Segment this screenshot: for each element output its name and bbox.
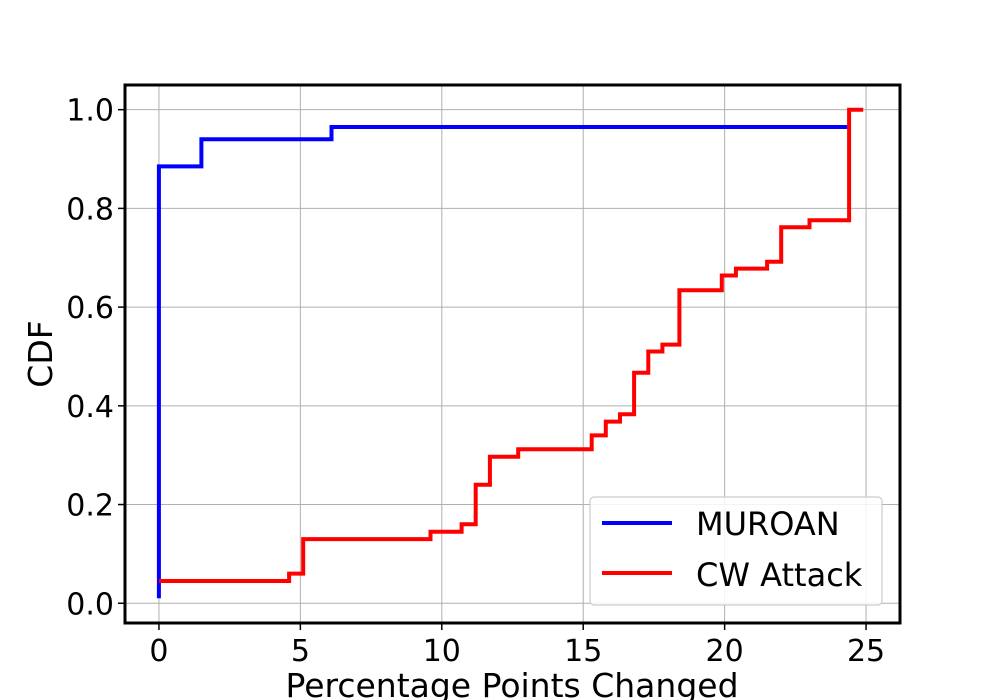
x-tick-label: 20 xyxy=(706,634,744,669)
x-tick-label: 0 xyxy=(149,634,168,669)
x-tick-label: 5 xyxy=(291,634,310,669)
x-axis-label: Percentage Points Changed xyxy=(285,666,738,700)
grid xyxy=(125,85,900,623)
legend-label-cw-attack: CW Attack xyxy=(696,556,863,594)
x-tick-label: 15 xyxy=(564,634,602,669)
legend: MUROAN CW Attack xyxy=(589,496,883,606)
legend-label-muroan: MUROAN xyxy=(696,505,840,543)
y-tick-label: 0.2 xyxy=(66,489,114,524)
y-tick-label: 0.6 xyxy=(66,291,114,326)
axis-ticks: 0 5 10 15 20 25 0.0 0.2 0.4 0.6 0.8 1.0 xyxy=(66,94,885,669)
y-axis-label: CDF xyxy=(21,320,60,387)
x-tick-label: 10 xyxy=(423,634,461,669)
y-tick-label: 0.8 xyxy=(66,192,114,227)
plot-frame xyxy=(123,83,902,625)
y-tick-label: 0.4 xyxy=(66,390,114,425)
series-line-muroan xyxy=(156,125,850,599)
x-tick-label: 25 xyxy=(847,634,885,669)
y-tick-label: 0.0 xyxy=(66,587,114,622)
series-line-cw-attack xyxy=(158,107,864,583)
series-group xyxy=(156,107,864,599)
y-tick-label: 1.0 xyxy=(66,94,114,129)
